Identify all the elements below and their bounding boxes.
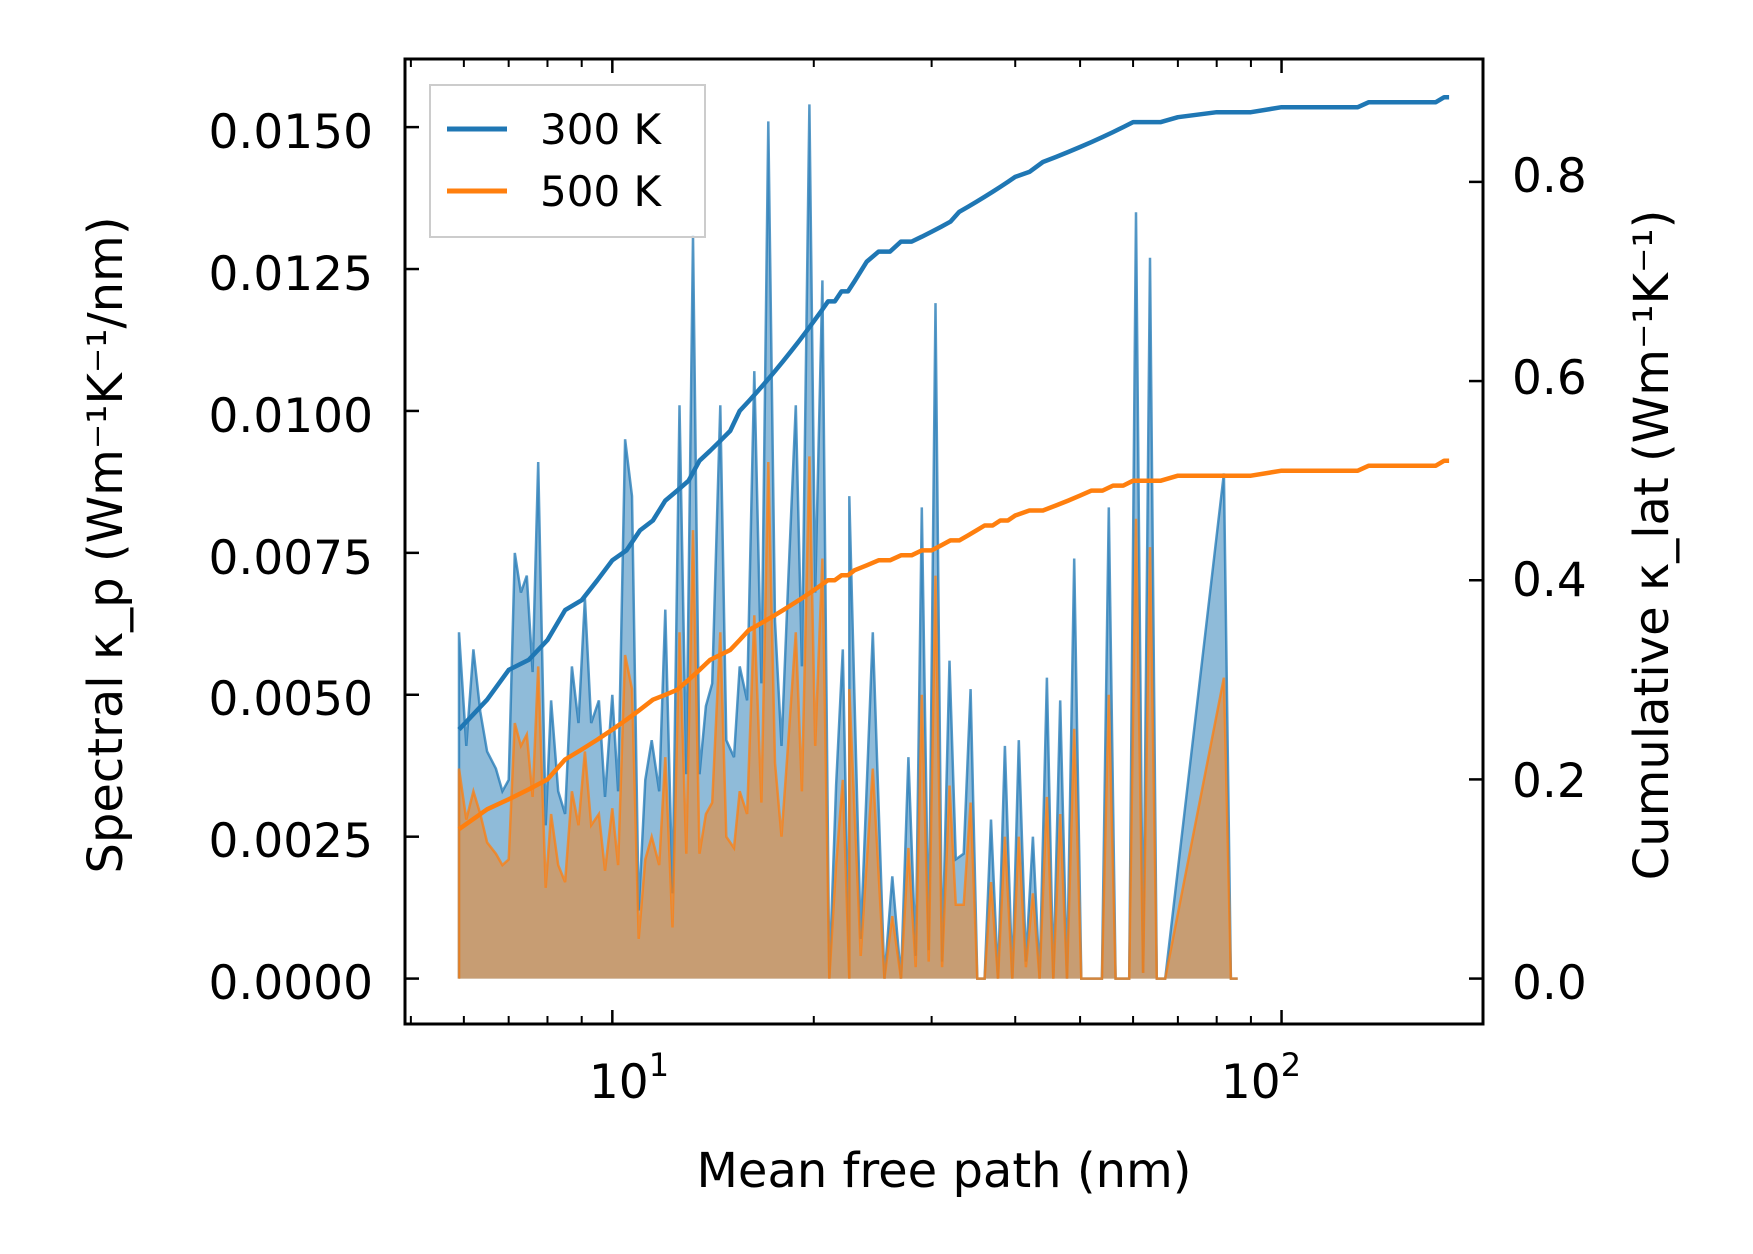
y-right-tick-label-2: 0.4: [1512, 553, 1587, 608]
y-right-tick-label-3: 0.6: [1512, 351, 1587, 406]
cumulative-line-500k: [457, 458, 1450, 832]
x-tick-label-10-exp: 1: [649, 1046, 669, 1084]
y-axis-label-left: Spectral κ_p (Wm⁻¹K⁻¹/nm): [78, 216, 134, 873]
y-left-tick-label-0: 0.0000: [209, 956, 373, 1011]
y-left-tick-label-6: 0.0150: [209, 105, 373, 160]
cumulative-lines: [457, 94, 1450, 832]
legend-box: [429, 84, 706, 238]
legend: 300 K 500 K: [429, 84, 706, 238]
spectral-fills: [457, 104, 1238, 980]
x-tick-label-100-exp: 2: [1281, 1046, 1301, 1084]
y-right-tick-label-0: 0.0: [1512, 956, 1587, 1011]
x-tick-label-10: 101: [589, 1046, 669, 1110]
plot-frame: [403, 57, 1485, 1026]
y-left-tick-label-1: 0.0025: [209, 814, 373, 869]
y-left-tick-label-2: 0.0050: [209, 672, 373, 727]
x-tick-label-100-base: 10: [1221, 1055, 1281, 1110]
y-left-tick-label-5: 0.0125: [209, 247, 373, 302]
cumulative-line-300k: [457, 94, 1450, 732]
y-right-tick-label-1: 0.2: [1512, 754, 1587, 809]
x-axis-label: Mean free path (nm): [697, 1143, 1192, 1199]
x-tick-label-10-base: 10: [589, 1055, 649, 1110]
y-right-tick-label-4: 0.8: [1512, 149, 1587, 204]
legend-label-500k: 500 K: [540, 167, 663, 216]
spectral-line-500k: [457, 456, 1238, 980]
x-tick-label-100: 102: [1221, 1046, 1301, 1110]
y-axis-label-right: Cumulative κ_lat (Wm⁻¹K⁻¹): [1624, 210, 1680, 881]
y-left-tick-label-3: 0.0075: [209, 531, 373, 586]
legend-label-300k: 300 K: [540, 105, 663, 154]
y-left-tick-label-4: 0.0100: [209, 389, 373, 444]
